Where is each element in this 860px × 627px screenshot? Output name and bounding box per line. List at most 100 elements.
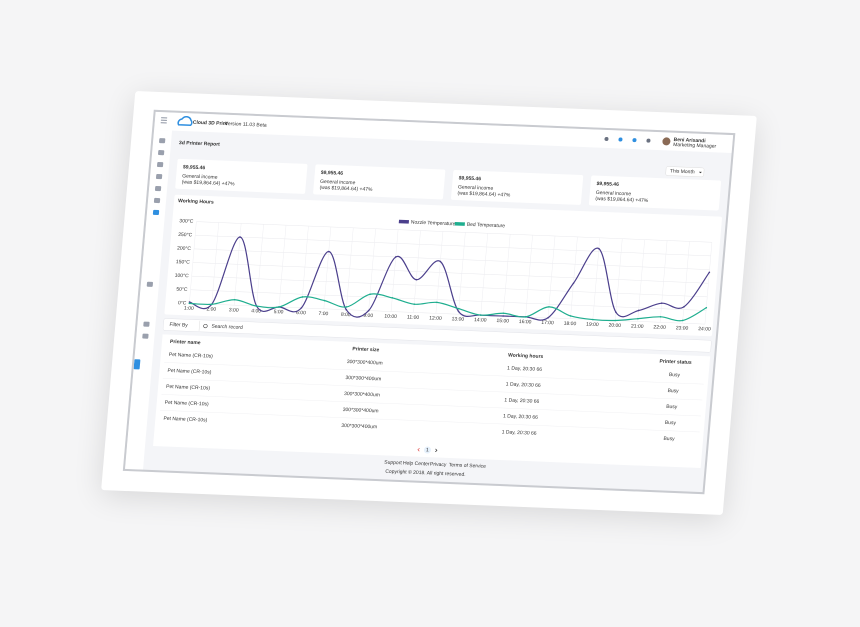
legend-label: Bed Temperature bbox=[467, 222, 506, 230]
search-icon bbox=[203, 323, 208, 329]
page-title: 3d Printer Report bbox=[179, 140, 221, 148]
data-point bbox=[239, 236, 241, 238]
table-cell[interactable]: Pet Name (CR-10s) bbox=[163, 416, 208, 424]
x-tick-label: 1:00 bbox=[184, 306, 194, 312]
y-tick-label: 250°C bbox=[178, 232, 193, 239]
grid-line-vertical bbox=[189, 221, 197, 304]
page-prev[interactable] bbox=[417, 447, 420, 452]
top-bar bbox=[154, 111, 734, 154]
data-point bbox=[345, 306, 348, 308]
stat-card bbox=[313, 164, 446, 200]
sidebar-toggle[interactable] bbox=[133, 359, 141, 370]
data-point bbox=[233, 298, 236, 301]
x-tick-label: 15:00 bbox=[496, 318, 509, 324]
table-cell[interactable]: Pet Name (CR-10s) bbox=[165, 400, 210, 408]
x-tick-label: 11:00 bbox=[407, 314, 420, 320]
logo-icon bbox=[177, 115, 193, 127]
y-tick-label: 200°C bbox=[177, 246, 192, 253]
x-tick-label: 23:00 bbox=[676, 325, 689, 331]
card-note: (was $19,864.64) +47% bbox=[595, 196, 649, 204]
filter-label[interactable]: Filter By bbox=[169, 322, 188, 329]
data-point bbox=[598, 247, 600, 250]
x-tick-label: 9:00 bbox=[363, 313, 373, 319]
table-cell: 300*300*400um bbox=[341, 423, 377, 430]
data-point bbox=[548, 306, 550, 308]
logo-text: Cloud 3D Print bbox=[193, 120, 229, 127]
table-cell: Busy bbox=[669, 372, 681, 378]
x-tick-label: 6:00 bbox=[296, 310, 306, 316]
grid-line-vertical bbox=[592, 237, 601, 320]
search-input[interactable]: Search record bbox=[211, 324, 243, 331]
data-point bbox=[413, 303, 416, 306]
table-cell: Busy bbox=[663, 436, 675, 442]
x-tick-label: 22:00 bbox=[653, 324, 666, 330]
grid-line-vertical bbox=[301, 226, 309, 308]
stat-card bbox=[451, 169, 584, 205]
table-cell: 1 Day, 20:30 66 bbox=[503, 413, 539, 420]
card-label: General income bbox=[458, 184, 494, 191]
data-point bbox=[436, 301, 438, 304]
x-tick-label: 16:00 bbox=[519, 319, 532, 325]
copyright: Copyright © 2018. All right reserved. bbox=[385, 468, 466, 478]
grid-line-vertical bbox=[682, 241, 690, 324]
footer-link[interactable]: Privacy bbox=[430, 462, 447, 469]
table-cell: Busy bbox=[665, 420, 677, 426]
data-point bbox=[660, 302, 663, 305]
user-name: Beni Arisandi bbox=[673, 137, 706, 144]
period-select[interactable] bbox=[665, 166, 705, 178]
table-cell: 1 Day, 20:30 66 bbox=[507, 366, 543, 373]
data-point bbox=[569, 315, 572, 317]
avatar bbox=[662, 137, 671, 146]
data-point bbox=[637, 317, 639, 320]
grid-line-vertical bbox=[346, 227, 354, 310]
table-cell[interactable]: Pet Name (CR-10s) bbox=[169, 352, 214, 360]
y-tick-label: 150°C bbox=[176, 259, 191, 266]
data-point bbox=[323, 299, 326, 302]
data-point bbox=[391, 297, 394, 299]
line-series bbox=[189, 293, 707, 322]
grid-line-vertical bbox=[659, 240, 668, 323]
data-point bbox=[683, 306, 685, 308]
data-point bbox=[479, 314, 482, 316]
table-cell[interactable]: Pet Name (CR-10s) bbox=[167, 368, 212, 376]
page-current[interactable]: 1 bbox=[426, 447, 430, 453]
data-point bbox=[502, 312, 505, 315]
table-cell: 300*300*400um bbox=[347, 359, 383, 366]
y-tick-label: 0°C bbox=[178, 300, 187, 306]
page-next[interactable] bbox=[435, 448, 438, 453]
card-amount: $9,955.46 bbox=[596, 181, 619, 188]
card-amount: $9,955.46 bbox=[183, 164, 206, 171]
row-divider bbox=[161, 394, 702, 417]
chart-title: Working Hours bbox=[178, 198, 214, 205]
data-point bbox=[637, 309, 640, 312]
grid-line-vertical bbox=[278, 225, 287, 307]
footer-link[interactable]: Terms of Service bbox=[448, 462, 486, 469]
divider bbox=[198, 320, 201, 331]
y-tick-label: 300°C bbox=[179, 218, 194, 225]
sidebar-icons bbox=[142, 117, 168, 339]
data-point bbox=[255, 305, 258, 307]
y-tick-label: 100°C bbox=[174, 273, 189, 280]
footer-link[interactable]: Support bbox=[384, 460, 403, 467]
data-point bbox=[458, 307, 460, 310]
grid-line bbox=[196, 221, 712, 243]
card-amount: $9,955.46 bbox=[321, 170, 344, 177]
data-point bbox=[547, 316, 549, 319]
grid-line-vertical bbox=[458, 232, 466, 315]
data-point bbox=[327, 250, 330, 253]
x-tick-label: 2:00 bbox=[206, 306, 216, 312]
data-point bbox=[708, 271, 711, 274]
data-point bbox=[415, 278, 418, 281]
grid-line-vertical bbox=[502, 234, 511, 316]
column-header: Working hours bbox=[508, 353, 544, 360]
version: Version 11.03 Beta bbox=[225, 121, 268, 129]
table-panel bbox=[153, 334, 711, 469]
y-tick-label: 50°C bbox=[176, 287, 188, 293]
data-point bbox=[614, 319, 617, 322]
card-note: (was $19,864.64) +47% bbox=[457, 190, 511, 198]
footer-link[interactable]: Help Center bbox=[403, 460, 430, 467]
table-cell[interactable]: Pet Name (CR-10s) bbox=[166, 384, 211, 392]
data-point bbox=[278, 306, 280, 308]
